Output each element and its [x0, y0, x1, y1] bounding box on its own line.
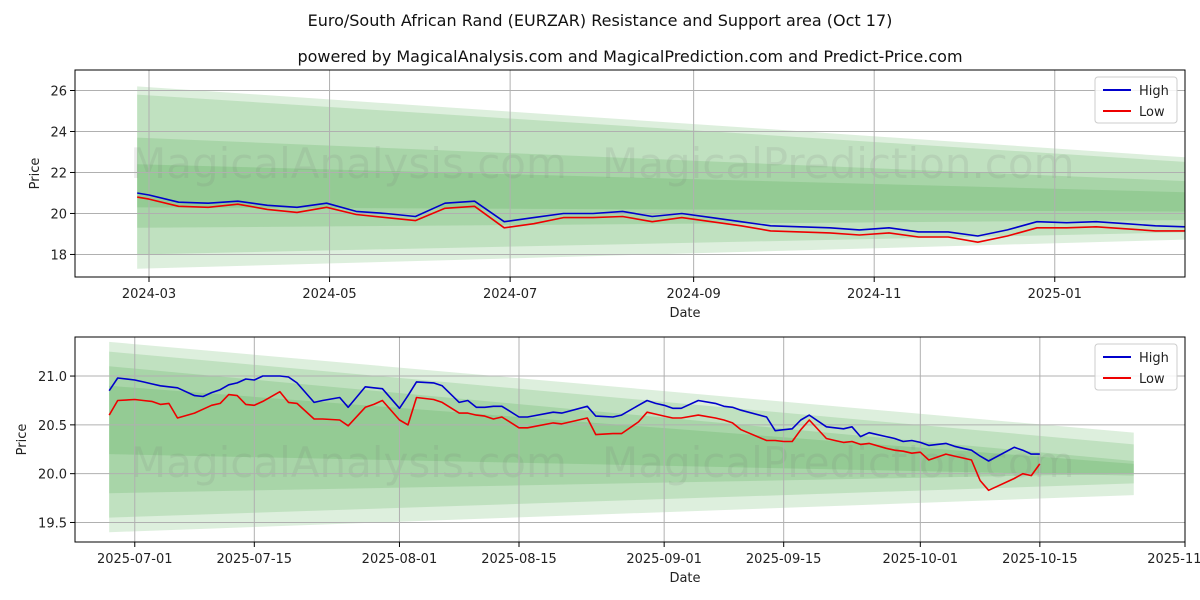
- y-axis-label: Price: [28, 158, 43, 190]
- y-tick-label: 20.5: [38, 419, 67, 434]
- y-tick-label: 18: [50, 248, 67, 263]
- legend-label-high: High: [1139, 351, 1169, 366]
- x-tick-label: 2024-03: [122, 287, 176, 302]
- x-tick-label: 2025-10-15: [1002, 552, 1078, 567]
- y-tick-label: 21.0: [38, 370, 67, 385]
- x-axis-label: Date: [669, 571, 700, 586]
- y-tick-label: 26: [50, 84, 67, 99]
- x-tick-label: 2024-05: [302, 287, 356, 302]
- x-tick-label: 2025-10-01: [883, 552, 959, 567]
- x-axis-label: Date: [669, 306, 700, 321]
- axes-frame: [74, 336, 1186, 543]
- x-tick-label: 2025-11-01: [1147, 552, 1200, 567]
- series-line-high: [137, 192, 1185, 237]
- y-tick-label: 19.5: [38, 516, 67, 531]
- axes-frame: [74, 69, 1186, 278]
- legend-label-low: Low: [1139, 105, 1165, 120]
- watermark-text: MagicalAnalysis.com: [130, 139, 567, 188]
- y-tick-label: 20: [50, 207, 67, 222]
- watermark-text: MagicalPrediction.com: [602, 139, 1075, 188]
- series-line-high: [108, 375, 1040, 462]
- x-tick-label: 2025-07-01: [97, 552, 173, 567]
- band-2: [109, 366, 1134, 494]
- plot-area: MagicalAnalysis.com MagicalPrediction.com: [75, 70, 1185, 277]
- legend-label-high: High: [1139, 84, 1169, 99]
- band-1: [109, 351, 1134, 518]
- x-tick-label: 2024-07: [483, 287, 537, 302]
- x-tick-label: 2025-01: [1028, 287, 1082, 302]
- chart-subtitle: powered by MagicalAnalysis.com and Magic…: [297, 47, 962, 66]
- x-tick-label: 2024-09: [666, 287, 720, 302]
- y-tick-label: 24: [50, 125, 67, 140]
- band-0: [137, 86, 1185, 269]
- top-panel: MagicalAnalysis.com MagicalPrediction.com…: [28, 69, 1186, 321]
- legend: High Low: [1094, 343, 1178, 391]
- x-tick-label: 2025-07-15: [217, 552, 293, 567]
- x-tick-label: 2025-09-01: [626, 552, 702, 567]
- y-tick-label: 22: [50, 166, 67, 181]
- y-axis-label: Price: [15, 424, 30, 456]
- watermark-text: MagicalPrediction.com: [602, 438, 1075, 487]
- legend-label-low: Low: [1139, 372, 1165, 387]
- chart-title: Euro/South African Rand (EURZAR) Resista…: [308, 11, 893, 30]
- band-2: [137, 137, 1185, 228]
- band-0: [109, 341, 1134, 533]
- x-tick-label: 2024-11: [847, 287, 901, 302]
- band-3: [137, 164, 1185, 212]
- legend: High Low: [1094, 76, 1178, 124]
- series-line-low: [137, 196, 1185, 243]
- series-line-low: [108, 390, 1041, 492]
- bottom-panel: MagicalAnalysis.com MagicalPrediction.com…: [15, 336, 1200, 586]
- watermark-text: MagicalAnalysis.com: [130, 438, 567, 487]
- plot-area: MagicalAnalysis.com MagicalPrediction.com: [75, 337, 1185, 542]
- x-tick-label: 2025-08-15: [481, 552, 557, 567]
- y-tick-label: 20.0: [38, 468, 67, 483]
- x-tick-label: 2025-09-15: [746, 552, 822, 567]
- x-tick-label: 2025-08-01: [362, 552, 438, 567]
